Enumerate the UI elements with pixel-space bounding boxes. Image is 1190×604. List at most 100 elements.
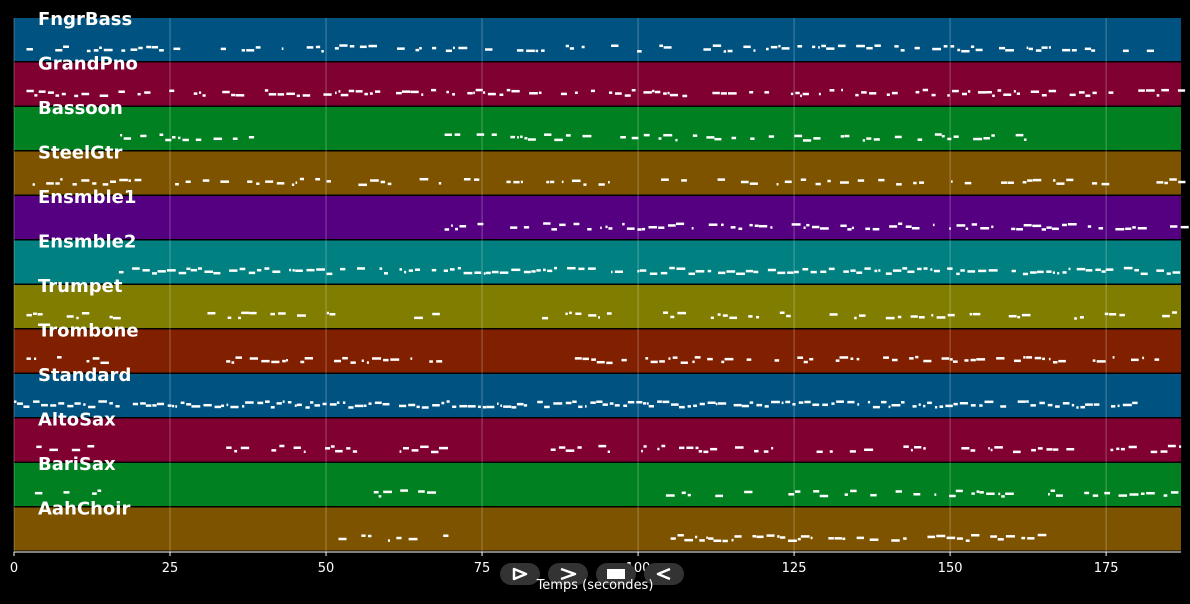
note <box>198 91 202 94</box>
note <box>1030 90 1040 93</box>
play-button[interactable] <box>500 563 540 585</box>
note <box>1001 181 1008 184</box>
note <box>547 269 553 273</box>
note <box>88 405 96 409</box>
note <box>370 179 379 182</box>
note <box>375 90 381 93</box>
note <box>1068 267 1071 271</box>
note <box>432 46 437 50</box>
note <box>917 138 923 141</box>
note <box>169 89 175 93</box>
note <box>744 490 753 494</box>
note <box>917 267 922 271</box>
rewind-button[interactable] <box>644 563 684 585</box>
note <box>383 490 392 494</box>
note <box>286 359 289 362</box>
note <box>608 91 613 94</box>
note <box>1120 447 1125 451</box>
note <box>881 400 887 404</box>
note <box>949 358 953 361</box>
note <box>1170 491 1179 494</box>
track-band-aahchoir <box>14 507 1181 551</box>
note <box>506 180 511 184</box>
note <box>797 537 801 541</box>
note <box>408 269 414 272</box>
note <box>204 270 214 274</box>
note <box>872 405 880 409</box>
note <box>857 179 865 182</box>
note <box>1142 356 1145 360</box>
note <box>1023 356 1026 359</box>
note <box>885 316 895 320</box>
note <box>766 534 775 537</box>
note <box>804 400 811 404</box>
note <box>923 267 928 270</box>
note <box>523 270 531 274</box>
note <box>672 356 678 359</box>
note <box>1069 93 1076 97</box>
note <box>499 271 509 274</box>
note <box>964 181 972 185</box>
note <box>734 446 744 449</box>
note <box>951 180 953 183</box>
note <box>979 491 984 494</box>
note <box>710 447 718 451</box>
note <box>787 271 794 274</box>
note <box>239 267 246 271</box>
note <box>359 45 367 49</box>
note <box>623 404 628 408</box>
note <box>752 535 757 538</box>
note <box>279 444 285 448</box>
note <box>1022 181 1027 184</box>
note <box>829 313 838 316</box>
note <box>1178 180 1186 184</box>
note <box>1062 402 1070 405</box>
track-label-aahchoir: AahChoir <box>38 499 130 520</box>
note <box>667 91 670 95</box>
note <box>643 133 650 137</box>
note <box>1003 93 1012 96</box>
note <box>934 493 937 496</box>
note <box>1128 445 1137 449</box>
note <box>654 90 661 94</box>
note <box>909 357 914 360</box>
note <box>953 402 958 406</box>
note <box>756 535 764 539</box>
note <box>600 226 602 230</box>
note <box>1048 357 1051 361</box>
note <box>872 227 880 231</box>
note <box>310 401 314 404</box>
note <box>717 313 721 316</box>
note <box>1035 49 1042 52</box>
note <box>802 267 809 271</box>
forward-button[interactable] <box>548 563 588 585</box>
x-tick-label: 175 <box>1094 561 1119 576</box>
note <box>146 45 151 49</box>
note <box>715 494 723 498</box>
note <box>414 268 421 271</box>
note <box>152 272 157 275</box>
note <box>627 400 635 404</box>
note <box>850 357 854 360</box>
note <box>138 46 143 50</box>
note <box>415 48 420 52</box>
note <box>350 361 356 364</box>
note <box>910 315 918 318</box>
track-band-fngrbass <box>14 18 1181 61</box>
note <box>953 135 959 138</box>
note <box>669 266 675 270</box>
stop-button[interactable] <box>596 563 636 585</box>
note <box>542 316 549 320</box>
note <box>396 536 402 540</box>
note <box>947 137 952 141</box>
note <box>214 405 222 409</box>
note <box>1154 358 1160 361</box>
note <box>639 269 647 272</box>
note <box>643 402 647 405</box>
note <box>535 49 539 53</box>
note <box>159 49 164 52</box>
note <box>901 401 905 404</box>
note <box>1041 46 1048 49</box>
note <box>803 226 806 229</box>
note <box>854 316 857 320</box>
